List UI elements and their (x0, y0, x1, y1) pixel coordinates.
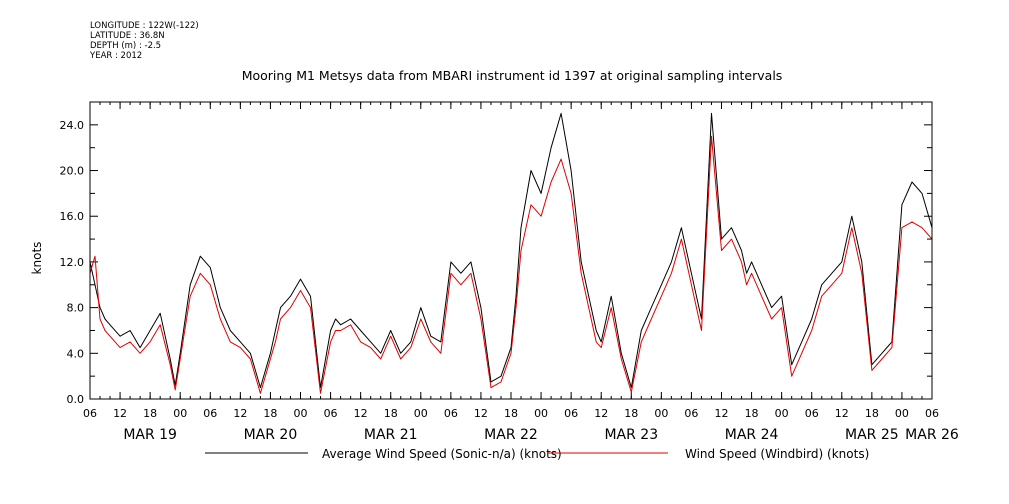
x-tick-label: 06 (564, 407, 578, 420)
x-tick-label: 12 (233, 407, 247, 420)
x-date-label: MAR 26 (905, 427, 959, 443)
x-tick-label: 00 (173, 407, 187, 420)
latitude-text: LATITUDE : 36.8N (90, 31, 165, 41)
series-layer (89, 112, 933, 394)
x-tick-label: 06 (203, 407, 217, 420)
x-tick-label: 12 (113, 407, 127, 420)
x-tick-label: 12 (594, 407, 608, 420)
x-tick-label: 06 (684, 407, 698, 420)
metadata-block: LONGITUDE : 122W(-122) LATITUDE : 36.8N … (90, 21, 199, 61)
y-tick-label: 16.0 (60, 210, 85, 223)
x-tick-label: 18 (263, 407, 277, 420)
y-tick-label: 4.0 (67, 347, 85, 360)
y-tick-label: 12.0 (60, 256, 85, 269)
y-tick-label: 8.0 (67, 302, 85, 315)
x-tick-label: 00 (775, 407, 789, 420)
y-axis-label: knots (30, 242, 44, 275)
year-text: YEAR : 2012 (90, 51, 143, 61)
x-date-label: MAR 23 (604, 427, 658, 443)
x-tick-label: 12 (354, 407, 368, 420)
x-date-label: MAR 22 (484, 427, 538, 443)
x-date-label: MAR 25 (845, 427, 899, 443)
x-date-label: MAR 24 (725, 427, 779, 443)
x-tick-label: 18 (865, 407, 879, 420)
x-tick-label: 18 (504, 407, 518, 420)
x-tick-label: 00 (414, 407, 428, 420)
x-tick-label: 00 (294, 407, 308, 420)
legend: Average Wind Speed (Sonic-n/a) (knots) Wi… (205, 447, 869, 461)
legend-label-2: Wind Speed (Windbird) (knots) (685, 447, 869, 461)
x-tick-label: 12 (715, 407, 729, 420)
ticks-layer: 06 12 18 00 06 12 18 00 06 12 18 00 06 12 18 00 06 12 18 00… (60, 101, 959, 443)
y-tick-label: 0.0 (67, 393, 85, 406)
x-tick-label: 18 (745, 407, 759, 420)
x-tick-label: 06 (444, 407, 458, 420)
x-tick-label: 06 (805, 407, 819, 420)
series-line-1 (89, 112, 933, 389)
x-tick-label: 12 (835, 407, 849, 420)
y-tick-label: 20.0 (60, 165, 85, 178)
chart-title: Mooring M1 Metsys data from MBARI instru… (242, 68, 783, 83)
x-tick-label: 18 (143, 407, 157, 420)
x-tick-label: 06 (925, 407, 939, 420)
x-tick-label: 00 (534, 407, 548, 420)
series-line-2 (89, 135, 933, 394)
x-date-label: MAR 20 (244, 427, 298, 443)
x-date-label: MAR 21 (364, 427, 418, 443)
depth-text: DEPTH (m) : -2.5 (90, 41, 162, 51)
x-tick-label: 06 (83, 407, 97, 420)
x-tick-label: 06 (324, 407, 338, 420)
x-tick-label: 18 (624, 407, 638, 420)
x-tick-label: 00 (895, 407, 909, 420)
plot-frame (89, 101, 933, 400)
x-date-label: MAR 19 (123, 427, 177, 443)
legend-label-1: Average Wind Speed (Sonic-n/a) (knots) (322, 447, 562, 461)
x-tick-label: 12 (474, 407, 488, 420)
y-tick-label: 24.0 (60, 119, 85, 132)
longitude-text: LONGITUDE : 122W(-122) (90, 21, 199, 31)
x-tick-label: 00 (654, 407, 668, 420)
x-tick-label: 18 (384, 407, 398, 420)
